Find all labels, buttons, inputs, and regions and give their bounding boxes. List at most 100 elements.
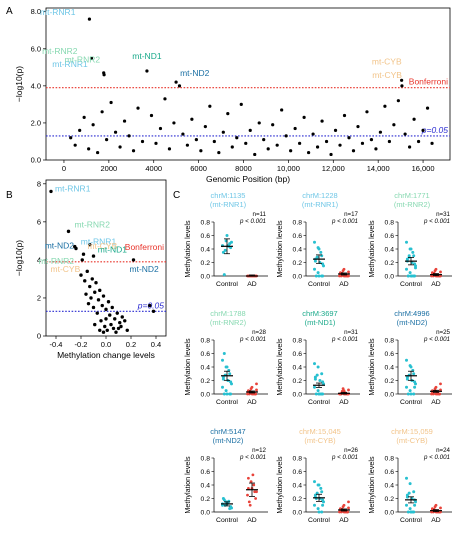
dot-ytick-label: 0.0	[201, 273, 211, 280]
volcano-ytick-label: 0	[37, 332, 41, 341]
dot-ytick-label: 0.6	[293, 351, 303, 358]
dot-ytick-label: 0.4	[385, 246, 395, 253]
dot-ad-point	[347, 500, 350, 504]
dot-xcat-label: Control	[400, 517, 422, 524]
manhattan-gene-label: mt-ND2	[180, 68, 210, 78]
manhattan-point	[194, 138, 198, 142]
dot-ylabel: Methylation levels	[183, 220, 192, 278]
manhattan-point	[284, 134, 288, 138]
dot-control-point	[414, 266, 417, 270]
dot-ylabel: Methylation levels	[275, 220, 284, 278]
manhattan-point	[199, 149, 203, 153]
dot-ytick-label: 0.2	[201, 496, 211, 503]
manhattan-point	[392, 123, 396, 127]
manhattan-point	[208, 104, 212, 108]
dot-subplot-title: chrM:1228	[302, 191, 337, 200]
dot-control-point	[224, 389, 228, 393]
dot-control-point	[412, 510, 416, 514]
dot-subplot-gene: (mt-CYB)	[304, 436, 336, 445]
manhattan-point	[239, 102, 243, 106]
dot-control-point	[316, 271, 320, 275]
dot-subplot-6: chrM:5147(mt-ND2) 0.0 0.2 0.4 0.6 0.8 Methylat…	[183, 427, 268, 524]
dot-control-point	[314, 274, 318, 278]
dot-control-point	[314, 392, 318, 396]
dot-subplot-title: chrM:15,045	[299, 427, 341, 436]
volcano-point	[89, 296, 93, 300]
volcano-xtick-label: 0.2	[126, 340, 136, 349]
manhattan-point	[113, 130, 118, 134]
manhattan-point	[149, 113, 154, 118]
panel-letter-a: A	[6, 6, 13, 17]
manhattan-point	[172, 121, 176, 125]
volcano-point	[115, 311, 119, 315]
dot-control-point	[405, 240, 408, 244]
dot-subplot-8: chrM:15,059(mt-CYB) 0.0 0.2 0.4 0.6 0.8 Methyl…	[367, 427, 452, 524]
dot-ad-point	[439, 270, 442, 274]
volcano-point	[66, 229, 71, 234]
manhattan-point	[356, 125, 360, 129]
dot-xcat-label: Control	[216, 399, 238, 406]
dot-p-label: p < 0.001	[423, 454, 450, 461]
volcano-point	[110, 305, 114, 310]
manhattan-point	[190, 117, 194, 121]
manhattan-point	[416, 139, 421, 144]
dot-control-point	[413, 503, 417, 507]
dot-ad-point	[347, 506, 350, 510]
volcano-point	[123, 319, 127, 323]
manhattan-point	[271, 123, 275, 127]
dot-xcat-label: AD	[431, 281, 441, 288]
volcano-point	[105, 328, 109, 332]
dot-ad-point	[435, 392, 439, 396]
manhattan-point	[158, 126, 163, 131]
dot-n-label: n=12	[252, 447, 266, 454]
dot-p-label: p < 0.001	[423, 218, 450, 225]
volcano-point	[101, 294, 106, 298]
manhattan-point	[87, 147, 91, 151]
manhattan-point	[154, 141, 158, 145]
volcano-point	[100, 303, 104, 308]
volcano-point	[79, 273, 83, 277]
volcano-point	[151, 309, 156, 313]
dot-ad-point	[247, 486, 250, 490]
volcano-point	[84, 292, 88, 296]
volcano-point	[83, 279, 87, 283]
volcano-gene-label: mt-CYB	[88, 241, 118, 251]
volcano-gene-label: mt-CYB	[51, 264, 81, 274]
dot-ytick-label: 0.6	[293, 233, 303, 240]
manhattan-point	[118, 145, 122, 149]
dot-control-point	[222, 352, 226, 355]
manhattan-point	[140, 139, 145, 144]
dot-control-point	[321, 380, 325, 384]
volcano-point	[111, 326, 116, 331]
manhattan-point	[369, 138, 374, 142]
manhattan-point	[145, 69, 149, 73]
dot-control-point	[406, 392, 410, 396]
volcano-point	[86, 301, 91, 306]
dot-xcat-label: AD	[247, 399, 257, 406]
dot-subplot-gene: (mt-CYB)	[396, 436, 428, 445]
dot-subplot-3: chrM:1788(mt-RNR2) 0.0 0.2 0.4 0.6 0.8 Methyla…	[183, 309, 268, 406]
manhattan-point	[324, 139, 329, 144]
dot-control-point	[318, 379, 322, 382]
dot-ytick-label: 0.0	[385, 391, 395, 398]
manhattan-point	[408, 145, 412, 149]
dot-subplot-title: chrM:15,059	[391, 427, 433, 436]
volcano-point	[120, 315, 124, 319]
dot-ad-point	[433, 505, 437, 508]
manhattan-point	[396, 99, 400, 103]
dot-ytick-label: 0.8	[293, 337, 303, 344]
dot-subplot-gene: (mt-ND1)	[305, 318, 336, 327]
dot-control-point	[405, 495, 409, 499]
dot-control-point	[225, 365, 229, 369]
dot-control-point	[319, 486, 323, 490]
dot-ad-point	[433, 269, 437, 272]
volcano-point	[49, 189, 53, 194]
dot-ytick-label: 0.8	[201, 337, 211, 344]
dot-control-point	[313, 377, 317, 381]
dot-ad-point	[251, 473, 255, 477]
manhattan-gene-label: mt-RNR1	[40, 7, 76, 17]
dot-ytick-label: 0.6	[293, 469, 303, 476]
dot-ylabel: Methylation levels	[275, 456, 284, 514]
manhattan-point	[253, 152, 257, 157]
dot-control-point	[317, 247, 321, 251]
